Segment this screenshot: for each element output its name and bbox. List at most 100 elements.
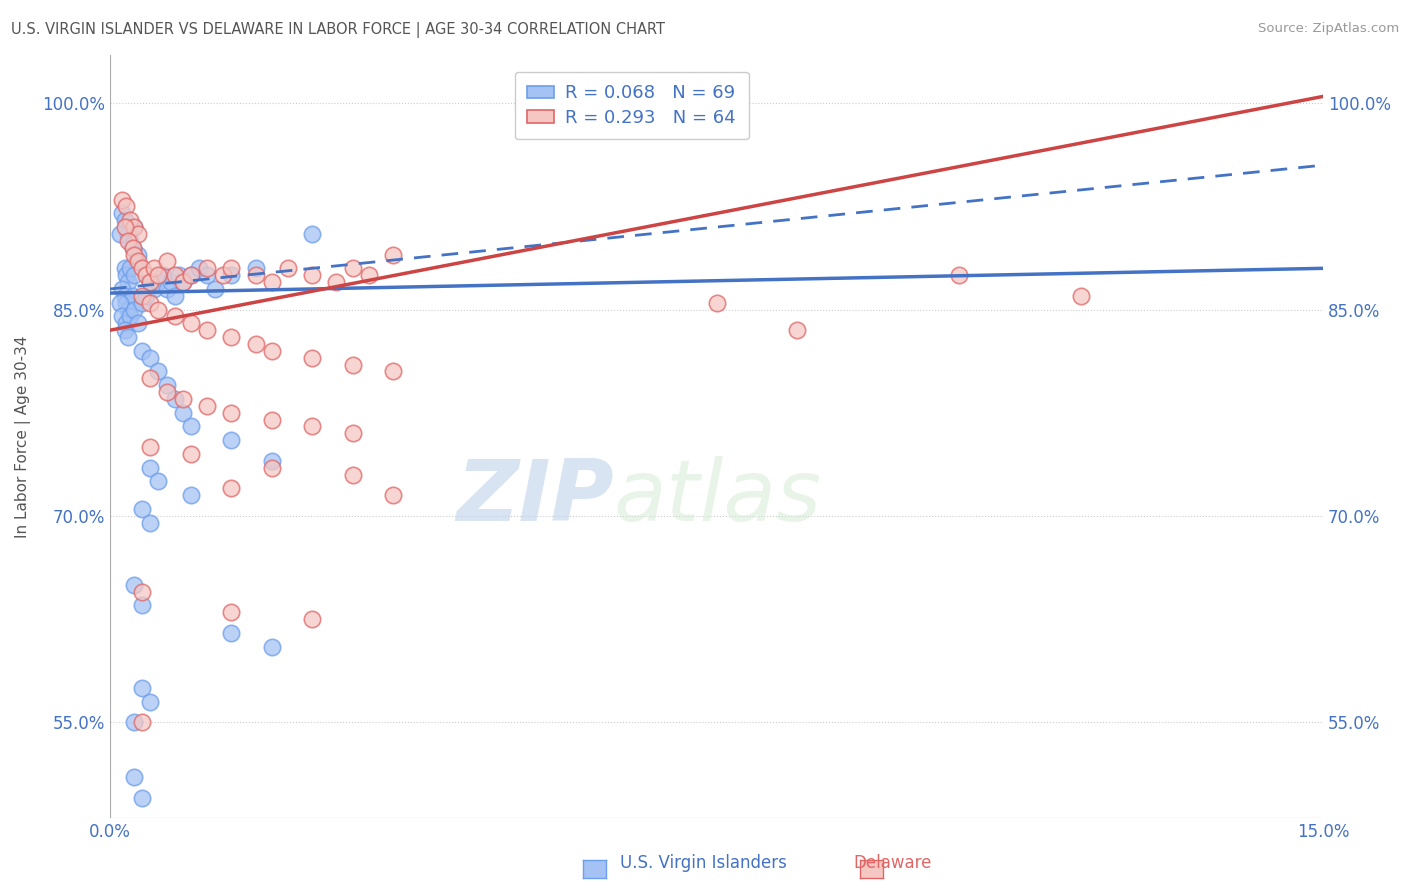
- Point: [155, 254, 177, 268]
- Point: [108, 227, 131, 241]
- Point: [125, 254, 148, 268]
- Point: [155, 385, 177, 400]
- Point: [114, 289, 136, 303]
- Point: [195, 323, 218, 337]
- Point: [301, 227, 323, 241]
- Point: [260, 454, 283, 468]
- Point: [114, 220, 136, 235]
- Point: [114, 261, 136, 276]
- Point: [212, 268, 235, 283]
- Point: [117, 302, 139, 317]
- Point: [163, 268, 186, 283]
- Point: [260, 460, 283, 475]
- Point: [163, 310, 186, 324]
- Point: [139, 295, 162, 310]
- Point: [131, 289, 153, 303]
- Point: [111, 206, 134, 220]
- Point: [131, 261, 153, 276]
- Point: [127, 254, 149, 268]
- Point: [117, 275, 139, 289]
- Point: [172, 275, 194, 289]
- Point: [180, 268, 202, 283]
- Point: [260, 343, 283, 358]
- Point: [127, 227, 149, 241]
- Point: [180, 488, 202, 502]
- Point: [117, 330, 139, 344]
- Point: [111, 310, 134, 324]
- Point: [143, 282, 166, 296]
- Point: [115, 199, 138, 213]
- Point: [120, 213, 142, 227]
- Point: [120, 310, 142, 324]
- Point: [786, 323, 808, 337]
- Text: U.S. VIRGIN ISLANDER VS DELAWARE IN LABOR FORCE | AGE 30-34 CORRELATION CHART: U.S. VIRGIN ISLANDER VS DELAWARE IN LABO…: [11, 22, 665, 38]
- Text: Source: ZipAtlas.com: Source: ZipAtlas.com: [1258, 22, 1399, 36]
- Point: [342, 426, 364, 441]
- Point: [120, 234, 142, 248]
- Point: [131, 295, 153, 310]
- Text: atlas: atlas: [613, 457, 821, 540]
- Point: [172, 406, 194, 420]
- Point: [148, 268, 170, 283]
- Point: [180, 419, 202, 434]
- Point: [115, 268, 138, 283]
- Point: [221, 330, 243, 344]
- Point: [117, 227, 139, 241]
- Point: [221, 625, 243, 640]
- Point: [195, 261, 218, 276]
- Point: [260, 412, 283, 426]
- Point: [180, 447, 202, 461]
- Point: [1069, 289, 1091, 303]
- Point: [131, 343, 153, 358]
- Point: [382, 488, 405, 502]
- Point: [139, 440, 162, 454]
- Point: [159, 275, 181, 289]
- Point: [131, 715, 153, 730]
- Y-axis label: In Labor Force | Age 30-34: In Labor Force | Age 30-34: [15, 335, 31, 538]
- Point: [245, 268, 267, 283]
- Point: [260, 275, 283, 289]
- Point: [127, 247, 149, 261]
- Point: [114, 323, 136, 337]
- Point: [148, 275, 170, 289]
- Point: [167, 268, 190, 283]
- Point: [131, 681, 153, 695]
- Point: [135, 289, 157, 303]
- Point: [115, 220, 138, 235]
- Point: [245, 261, 267, 276]
- Point: [260, 640, 283, 654]
- Point: [342, 467, 364, 482]
- Point: [277, 261, 299, 276]
- Point: [139, 275, 162, 289]
- Point: [204, 282, 226, 296]
- Point: [148, 364, 170, 378]
- Point: [115, 316, 138, 330]
- Point: [122, 302, 145, 317]
- Point: [111, 193, 134, 207]
- Point: [221, 605, 243, 619]
- Point: [139, 371, 162, 385]
- Point: [301, 351, 323, 365]
- Point: [121, 241, 143, 255]
- Point: [221, 261, 243, 276]
- Point: [148, 302, 170, 317]
- Point: [121, 289, 143, 303]
- Point: [131, 584, 153, 599]
- Text: Delaware: Delaware: [853, 855, 932, 872]
- Point: [122, 247, 145, 261]
- Point: [152, 268, 174, 283]
- Point: [155, 378, 177, 392]
- Point: [221, 406, 243, 420]
- Point: [139, 694, 162, 708]
- Point: [131, 599, 153, 613]
- Point: [301, 612, 323, 626]
- Point: [122, 770, 145, 784]
- Point: [706, 295, 728, 310]
- Point: [122, 220, 145, 235]
- Point: [122, 577, 145, 591]
- Point: [135, 268, 157, 283]
- Point: [948, 268, 970, 283]
- Point: [195, 268, 218, 283]
- Point: [148, 475, 170, 489]
- Point: [172, 275, 194, 289]
